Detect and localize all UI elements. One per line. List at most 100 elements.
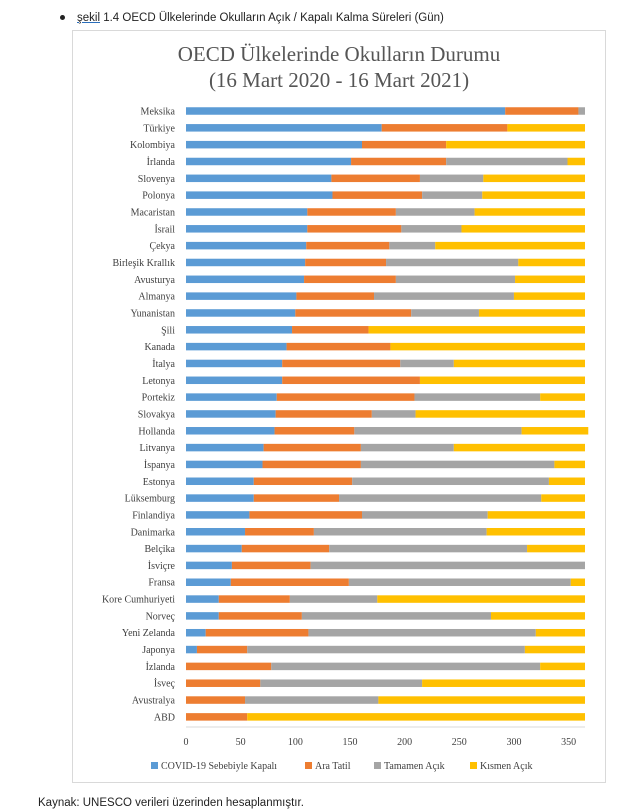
bar-segment-tamamen-acik (260, 679, 423, 687)
category-label: İtalya (152, 358, 175, 370)
category-label: Çekya (149, 241, 175, 252)
category-label: Türkiye (143, 123, 175, 134)
legend-label-kismen-acik: Kısmen Açık (480, 761, 533, 772)
bar-segment-tamamen-acik (301, 612, 491, 620)
bar-segment-ara-tatil (205, 628, 309, 637)
bar-segment-tamamen-acik (352, 477, 549, 486)
bar-segment-covid (186, 309, 296, 317)
bar-segment-tamamen-acik (414, 393, 541, 401)
legend-swatch-tamamen-acik (374, 762, 381, 769)
bar-segment-covid (186, 460, 263, 469)
bar-segment-kismen-acik (567, 157, 585, 166)
category-label: Finlandiya (132, 510, 175, 521)
bar-segment-covid (186, 225, 308, 233)
bar-segment-tamamen-acik (289, 595, 378, 603)
bar-segment-kismen-acik (377, 595, 585, 603)
bar-segment-covid (186, 427, 275, 435)
category-label: İspanya (144, 459, 176, 471)
bar-segment-ara-tatil (186, 713, 248, 721)
category-label: İsveç (154, 678, 176, 690)
bar-segment-kismen-acik (247, 713, 586, 721)
bar-segment-ara-tatil (332, 191, 423, 199)
bar-segment-covid (186, 645, 197, 654)
bar-segment-kismen-acik (486, 528, 585, 536)
bar-segment-tamamen-acik (348, 578, 571, 586)
bar-segment-ara-tatil (263, 443, 361, 452)
x-tick-label: 350 (561, 737, 576, 748)
bar-segment-covid (186, 191, 333, 199)
bar-segment-tamamen-acik (360, 443, 454, 452)
bar-segment-tamamen-acik (339, 494, 542, 502)
bar-segment-kismen-acik (540, 662, 585, 671)
bar-segment-ara-tatil (186, 696, 246, 704)
category-label: İsrail (154, 223, 175, 235)
category-label: Meksika (141, 107, 176, 118)
category-label: Hollanda (138, 426, 175, 437)
bar-segment-covid (186, 393, 277, 401)
bar-segment-covid (186, 561, 232, 570)
bar-segment-tamamen-acik (411, 309, 479, 317)
bar-segment-ara-tatil (196, 645, 248, 654)
bar-segment-ara-tatil (304, 275, 396, 284)
bar-segment-ara-tatil (282, 376, 420, 385)
bar-segment-ara-tatil (286, 342, 391, 351)
caption-text: 1.4 OECD Ülkelerinde Okulların Açık / Ka… (100, 12, 444, 24)
bar-segment-kismen-acik (521, 427, 589, 435)
bar-segment-tamamen-acik (395, 275, 516, 284)
bar-segment-kismen-acik (535, 628, 585, 637)
x-tick-label: 200 (397, 737, 412, 748)
bar-segment-tamamen-acik (389, 241, 436, 250)
bar-segment-covid (186, 628, 206, 637)
bar-segment-kismen-acik (453, 359, 585, 368)
bar-segment-ara-tatil (282, 359, 401, 368)
bar-segment-covid (186, 342, 287, 351)
bar-segment-tamamen-acik (400, 359, 454, 368)
bar-segment-kismen-acik (570, 578, 585, 586)
bar-segment-kismen-acik (541, 494, 585, 502)
category-label: Kanada (144, 342, 175, 353)
bar-segment-ara-tatil (253, 494, 340, 502)
category-label: Avustralya (132, 696, 176, 707)
bar-segment-ara-tatil (275, 410, 372, 418)
bullet-icon (60, 15, 65, 21)
bar-segment-kismen-acik (453, 443, 585, 452)
bar-segment-ara-tatil (274, 427, 355, 435)
bar-segment-covid (186, 595, 219, 603)
bar-segment-ara-tatil (218, 595, 290, 603)
bar-segment-covid (186, 612, 219, 620)
bar-segment-ara-tatil (218, 612, 302, 620)
bar-segment-kismen-acik (513, 292, 585, 300)
bar-segment-ara-tatil (186, 662, 272, 671)
bar-segment-ara-tatil (505, 107, 579, 115)
bar-segment-covid (186, 410, 276, 418)
bar-segment-covid (186, 241, 307, 250)
category-label: Portekiz (142, 393, 176, 404)
category-label: Polonya (142, 191, 175, 202)
bar-segment-kismen-acik (390, 342, 585, 351)
legend-label-tamamen-acik: Tamamen Açık (384, 761, 445, 772)
bar-segment-covid (186, 511, 250, 519)
legend-swatch-ara-tatil (305, 762, 312, 769)
bar-segment-ara-tatil (331, 174, 420, 183)
bar-segment-tamamen-acik (401, 225, 462, 233)
bar-segment-ara-tatil (231, 561, 311, 570)
bar-segment-ara-tatil (262, 460, 361, 469)
bar-segment-kismen-acik (422, 679, 585, 687)
category-label: Avusturya (134, 275, 175, 286)
bar-segment-ara-tatil (361, 140, 447, 149)
bar-segment-tamamen-acik (446, 157, 568, 166)
bar-segment-ara-tatil (253, 477, 353, 486)
bar-segment-ara-tatil (296, 292, 375, 300)
category-label: Danimarka (131, 527, 176, 538)
bar-segment-tamamen-acik (310, 561, 585, 570)
category-label: Yeni Zelanda (122, 628, 176, 639)
bar-segment-kismen-acik (474, 208, 585, 216)
bar-segment-kismen-acik (483, 174, 585, 183)
bar-segment-kismen-acik (435, 241, 585, 250)
bar-segment-covid (186, 292, 297, 300)
bar-segment-kismen-acik (419, 376, 585, 385)
category-label: Slovakya (138, 409, 176, 420)
bar-segment-tamamen-acik (578, 107, 585, 115)
bar-segment-ara-tatil (295, 309, 412, 317)
category-label: Kore Cumhuriyeti (102, 595, 175, 606)
